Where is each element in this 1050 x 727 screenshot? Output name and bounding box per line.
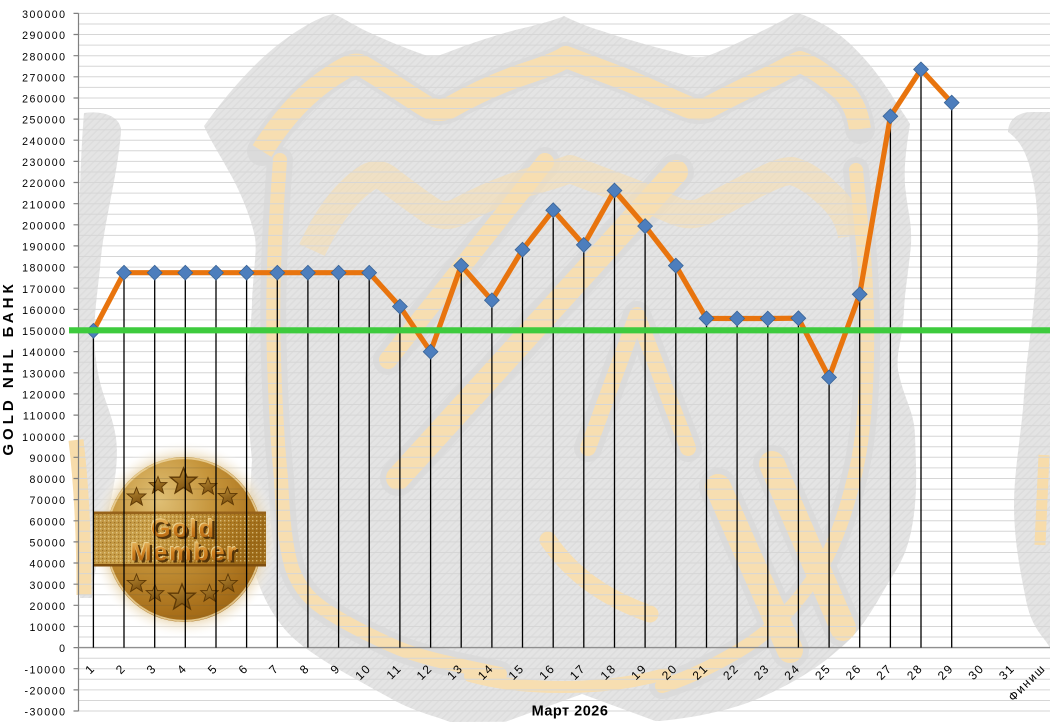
svg-text:200000: 200000 [22,220,66,232]
svg-text:250000: 250000 [22,115,66,127]
svg-text:170000: 170000 [22,284,66,296]
svg-text:Gold: Gold [151,515,216,543]
svg-text:160000: 160000 [22,305,66,317]
svg-text:230000: 230000 [22,157,66,169]
svg-text:140000: 140000 [22,347,66,359]
svg-text:7: 7 [266,661,282,677]
svg-text:190000: 190000 [22,242,66,254]
svg-text:300000: 300000 [22,9,66,21]
svg-text:90000: 90000 [30,453,67,465]
svg-text:Member: Member [130,537,238,565]
svg-text:50000: 50000 [30,538,67,550]
svg-text:4: 4 [174,661,190,677]
svg-text:70000: 70000 [30,495,67,507]
svg-text:1: 1 [82,661,98,677]
svg-text:180000: 180000 [22,263,66,275]
svg-text:10000: 10000 [30,622,67,634]
svg-text:Март 2026: Март 2026 [532,704,609,720]
svg-text:6: 6 [236,661,252,677]
svg-text:3: 3 [144,661,160,677]
svg-text:2: 2 [113,661,129,677]
svg-text:-30000: -30000 [25,707,67,719]
svg-text:20000: 20000 [30,601,67,613]
svg-text:5: 5 [205,661,221,677]
svg-text:130000: 130000 [22,368,66,380]
svg-text:GOLD NHL БАНК: GOLD NHL БАНК [0,280,17,455]
svg-text:270000: 270000 [22,72,66,84]
svg-text:220000: 220000 [22,178,66,190]
svg-text:240000: 240000 [22,136,66,148]
svg-text:-20000: -20000 [25,686,67,698]
svg-text:Member: Member [131,539,239,567]
svg-text:210000: 210000 [22,199,66,211]
svg-text:Gold: Gold [150,514,215,542]
svg-text:-10000: -10000 [25,664,67,676]
svg-text:8: 8 [297,661,313,677]
svg-text:100000: 100000 [22,432,66,444]
svg-text:280000: 280000 [22,51,66,63]
svg-text:0: 0 [59,643,66,655]
svg-text:110000: 110000 [23,411,67,423]
svg-text:40000: 40000 [30,559,67,571]
svg-text:60000: 60000 [30,516,67,528]
svg-text:30000: 30000 [30,580,67,592]
svg-text:290000: 290000 [22,30,66,42]
svg-text:260000: 260000 [22,94,66,106]
svg-text:80000: 80000 [30,474,67,486]
svg-text:150000: 150000 [22,326,66,338]
svg-text:120000: 120000 [22,390,66,402]
